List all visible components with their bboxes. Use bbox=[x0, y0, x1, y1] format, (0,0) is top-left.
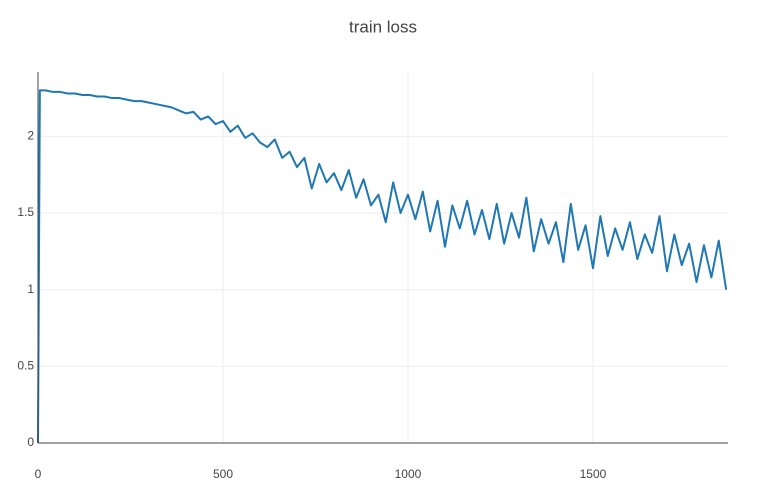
chart-title: train loss bbox=[349, 17, 417, 36]
y-tick-label: 1.5 bbox=[17, 205, 34, 219]
x-tick-label: 1000 bbox=[395, 467, 422, 481]
line bbox=[37, 89, 728, 444]
y-tick-label: 0 bbox=[27, 435, 34, 449]
y-tick-label: 0.5 bbox=[17, 359, 34, 373]
x-tick-label: 0 bbox=[35, 467, 42, 481]
x-tick-label: 1500 bbox=[580, 467, 607, 481]
y-tick-label: 2 bbox=[27, 129, 34, 143]
x-tick-label: 500 bbox=[213, 467, 233, 481]
y-tick-label: 1 bbox=[27, 282, 34, 296]
